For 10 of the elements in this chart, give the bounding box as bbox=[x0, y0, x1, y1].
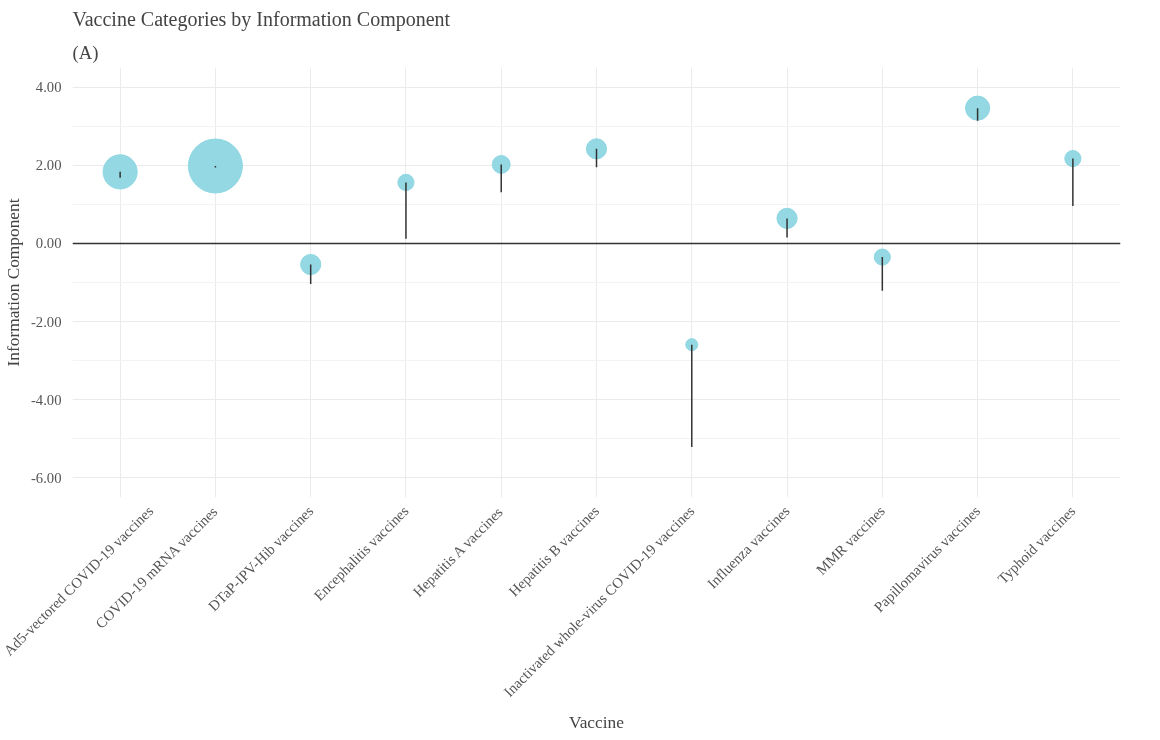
y-tick-label: -4.00 bbox=[30, 391, 62, 408]
chart-title: Vaccine Categories by Information Component bbox=[72, 7, 451, 31]
y-tick-label: 4.00 bbox=[35, 79, 62, 96]
text: (A) bbox=[72, 41, 99, 64]
y-tick-label: 0.00 bbox=[35, 235, 62, 252]
y-axis-title: Information Component bbox=[3, 198, 23, 367]
x-axis-title: Vaccine bbox=[569, 713, 625, 733]
y-tick-label: 2.00 bbox=[35, 157, 62, 174]
y-tick-label: -2.00 bbox=[30, 313, 62, 330]
y-tick-label: -6.00 bbox=[30, 469, 62, 486]
